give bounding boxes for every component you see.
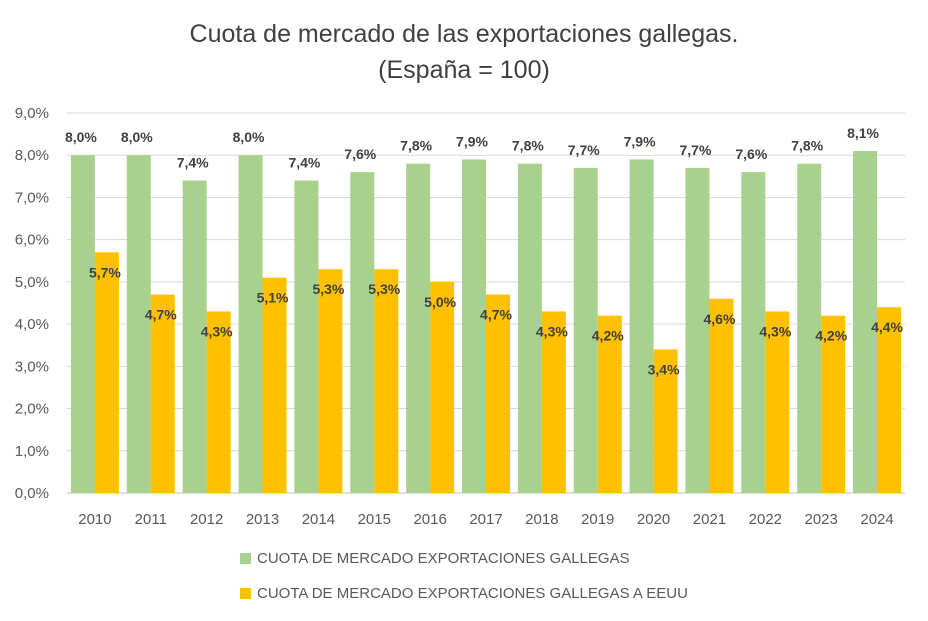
chart-subtitle: (España = 100) (378, 56, 550, 84)
data-label-eeuu: 4,3% (536, 323, 568, 339)
bar-eeuu (430, 281, 455, 493)
data-label-eeuu: 5,0% (424, 294, 456, 310)
y-tick-label: 9,0% (15, 105, 49, 122)
data-label-galicia: 7,8% (400, 138, 432, 154)
x-tick-label: 2013 (246, 511, 279, 528)
data-label-eeuu: 4,3% (759, 323, 791, 339)
bar-galicia (629, 159, 654, 493)
data-label-galicia: 7,4% (177, 155, 209, 171)
bar-galicia (126, 155, 151, 493)
bar-eeuu (318, 269, 343, 493)
data-label-galicia: 7,7% (680, 142, 712, 158)
bar-galicia (406, 163, 431, 493)
data-label-galicia: 7,4% (288, 155, 320, 171)
legend-item-galicia: CUOTA DE MERCADO EXPORTACIONES GALLEGAS (240, 550, 630, 567)
bar-galicia (238, 155, 263, 493)
bar-galicia (797, 163, 822, 493)
x-tick-label: 2016 (413, 511, 446, 528)
bar-eeuu (94, 252, 119, 493)
bar-eeuu (374, 269, 399, 493)
y-tick-label: 3,0% (15, 358, 49, 375)
y-tick-label: 0,0% (15, 485, 49, 502)
bar-eeuu (709, 298, 734, 493)
bar-eeuu (653, 349, 678, 493)
x-tick-label: 2018 (525, 511, 558, 528)
y-tick-label: 2,0% (15, 401, 49, 418)
x-tick-label: 2017 (469, 511, 502, 528)
bar-galicia (462, 159, 486, 493)
data-label-galicia: 8,0% (121, 129, 153, 145)
bar-galicia (70, 155, 95, 493)
bar-eeuu (821, 315, 846, 493)
bar-galicia (573, 167, 598, 493)
data-label-eeuu: 5,3% (368, 281, 400, 297)
x-tick-label: 2020 (637, 511, 670, 528)
legend-label-eeuu: CUOTA DE MERCADO EXPORTACIONES GALLEGAS … (257, 585, 688, 602)
y-tick-label: 4,0% (15, 316, 49, 333)
data-label-galicia: 7,8% (512, 138, 544, 154)
data-label-eeuu: 3,4% (648, 361, 680, 377)
chart-title: Cuota de mercado de las exportaciones ga… (189, 20, 739, 48)
bar-eeuu (150, 294, 175, 493)
bar-galicia (294, 180, 319, 494)
data-label-eeuu: 5,1% (257, 290, 289, 306)
y-tick-label: 5,0% (15, 274, 49, 291)
data-label-eeuu: 4,7% (145, 307, 177, 323)
data-label-galicia: 7,6% (735, 146, 767, 162)
bar-eeuu (877, 307, 902, 493)
data-label-eeuu: 4,7% (480, 307, 512, 323)
x-tick-label: 2012 (190, 511, 223, 528)
data-label-galicia: 7,8% (791, 138, 823, 154)
bar-eeuu (262, 277, 287, 493)
y-tick-label: 6,0% (15, 232, 49, 249)
bar-eeuu (206, 311, 231, 493)
data-label-galicia: 7,6% (344, 146, 376, 162)
y-tick-label: 7,0% (15, 189, 49, 206)
data-label-eeuu: 4,3% (201, 323, 233, 339)
x-tick-label: 2010 (78, 511, 111, 528)
x-tick-label: 2021 (693, 511, 726, 528)
bar-eeuu (765, 311, 790, 493)
bar-eeuu (486, 294, 510, 493)
data-label-eeuu: 5,7% (89, 264, 121, 280)
x-tick-label: 2023 (805, 511, 838, 528)
data-label-galicia: 7,9% (456, 133, 488, 149)
bar-galicia (685, 167, 710, 493)
data-label-galicia: 8,0% (233, 129, 265, 145)
legend-item-eeuu: CUOTA DE MERCADO EXPORTACIONES GALLEGAS … (240, 585, 688, 602)
bar-eeuu (597, 315, 622, 493)
legend-swatch-galicia (240, 553, 251, 564)
x-tick-label: 2011 (135, 511, 167, 528)
data-label-galicia: 7,9% (624, 133, 656, 149)
y-tick-label: 8,0% (15, 147, 49, 164)
bar-eeuu (541, 311, 566, 493)
data-label-eeuu: 4,2% (815, 328, 847, 344)
data-label-galicia: 8,0% (65, 129, 97, 145)
legend-label-galicia: CUOTA DE MERCADO EXPORTACIONES GALLEGAS (257, 550, 630, 567)
bar-galicia (517, 163, 542, 493)
x-tick-label: 2015 (358, 511, 391, 528)
data-label-galicia: 7,7% (568, 142, 600, 158)
y-tick-label: 1,0% (15, 443, 49, 460)
data-label-galicia: 8,1% (847, 125, 879, 141)
bar-galicia (350, 172, 375, 493)
legend-swatch-eeuu (240, 588, 251, 599)
bar-galicia (182, 180, 207, 494)
data-label-eeuu: 4,6% (704, 311, 736, 327)
x-tick-label: 2019 (581, 511, 614, 528)
bar-galicia (741, 172, 766, 493)
x-tick-label: 2024 (860, 511, 893, 528)
data-label-eeuu: 5,3% (312, 281, 344, 297)
x-tick-label: 2014 (302, 511, 335, 528)
bar-galicia (853, 151, 878, 493)
x-tick-label: 2022 (749, 511, 782, 528)
data-label-eeuu: 4,2% (592, 328, 624, 344)
data-label-eeuu: 4,4% (871, 319, 903, 335)
